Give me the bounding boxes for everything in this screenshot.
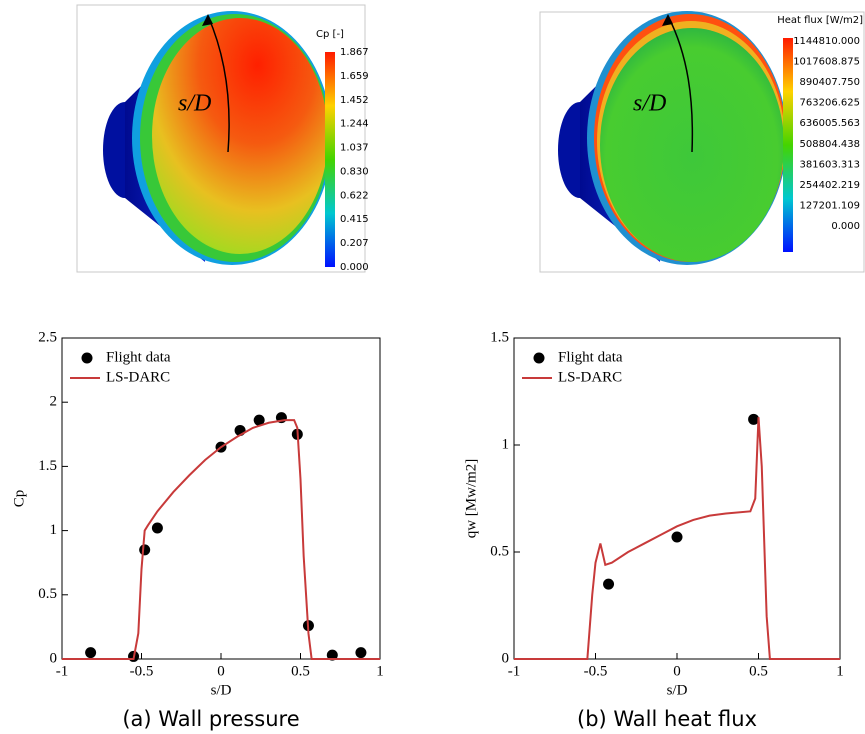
colorbar-label: 1.452 xyxy=(340,95,369,106)
x-axis-label: s/D xyxy=(667,682,688,698)
legend-swatch xyxy=(534,353,545,364)
x-tick-label: -1 xyxy=(508,663,521,679)
legend-label: LS-DARC xyxy=(106,369,170,385)
y-tick-label: 0 xyxy=(502,650,510,666)
y-tick-label: 1.5 xyxy=(490,329,509,345)
colorbar-label: 1.244 xyxy=(340,119,369,130)
annotation: s/D xyxy=(178,91,211,117)
colorbar-label: 1144810.000 xyxy=(793,36,860,47)
data-point xyxy=(603,579,614,590)
y-tick-label: 1.5 xyxy=(38,458,57,474)
plot-frame xyxy=(62,338,380,659)
y-tick-label: 0.5 xyxy=(38,586,57,602)
colorbar-label: 1.037 xyxy=(340,143,369,154)
colorbar-label: 1.659 xyxy=(340,71,369,82)
x-tick-label: -0.5 xyxy=(584,663,608,679)
y-tick-label: 2.5 xyxy=(38,329,57,345)
colorbar-label: 636005.563 xyxy=(800,118,860,129)
y-tick-label: 0.5 xyxy=(490,543,509,559)
data-point xyxy=(85,647,96,658)
data-point xyxy=(139,544,150,555)
x-axis-label: s/D xyxy=(211,682,232,698)
legend-swatch xyxy=(82,353,93,364)
colorbar-label: 381603.313 xyxy=(800,159,860,170)
y-tick-label: 2 xyxy=(50,394,58,410)
colorbar-label: 0.622 xyxy=(340,190,369,201)
colorbar-label: 0.207 xyxy=(340,238,369,249)
legend-label: Flight data xyxy=(558,349,623,365)
caption: (a) Wall pressure xyxy=(122,707,299,731)
y-axis-label: Cp xyxy=(11,490,27,508)
colorbar-label: 254402.219 xyxy=(800,180,860,191)
colorbar-label: 0.830 xyxy=(340,166,369,177)
x-tick-label: 1 xyxy=(376,663,384,679)
colorbar-label: 0.000 xyxy=(340,262,369,273)
y-tick-label: 1 xyxy=(50,522,58,538)
legend-label: Flight data xyxy=(106,349,171,365)
x-tick-label: 0.5 xyxy=(749,663,768,679)
x-tick-label: -1 xyxy=(56,663,69,679)
colorbar-label: 1.867 xyxy=(340,47,369,58)
caption: (b) Wall heat flux xyxy=(577,707,757,731)
x-tick-label: 0.5 xyxy=(291,663,310,679)
plot-frame xyxy=(514,338,840,659)
colorbar-label: 0.415 xyxy=(340,214,369,225)
data-point xyxy=(152,523,163,534)
figure: Cp [-] 1.867 1.659 1.452 1.244 1.037 0.830 0.62… xyxy=(0,0,865,734)
colorbar-label: 763206.625 xyxy=(800,98,860,109)
x-tick-label: 0 xyxy=(217,663,225,679)
colorbar-label: 890407.750 xyxy=(800,77,860,88)
line-series xyxy=(62,420,380,659)
colorbar-title: Heat flux [W/m2] xyxy=(777,15,863,26)
x-tick-label: -0.5 xyxy=(130,663,154,679)
y-tick-label: 0 xyxy=(50,650,58,666)
colorbar-label: 127201.109 xyxy=(800,200,860,211)
data-point xyxy=(672,532,683,543)
colorbar-label: 508804.438 xyxy=(800,139,860,150)
y-axis-label: qw [Mw/m2] xyxy=(463,459,479,539)
legend-label: LS-DARC xyxy=(558,369,622,385)
colorbar-label: 1017608.875 xyxy=(793,57,860,68)
data-point xyxy=(355,647,366,658)
colorbar-title: Cp [-] xyxy=(316,29,344,40)
render-pressure xyxy=(77,5,365,272)
colorbar-label: 0.000 xyxy=(831,221,860,232)
x-tick-label: 0 xyxy=(673,663,681,679)
annotation: s/D xyxy=(633,91,666,117)
x-tick-label: 1 xyxy=(836,663,844,679)
y-tick-label: 1 xyxy=(502,436,510,452)
